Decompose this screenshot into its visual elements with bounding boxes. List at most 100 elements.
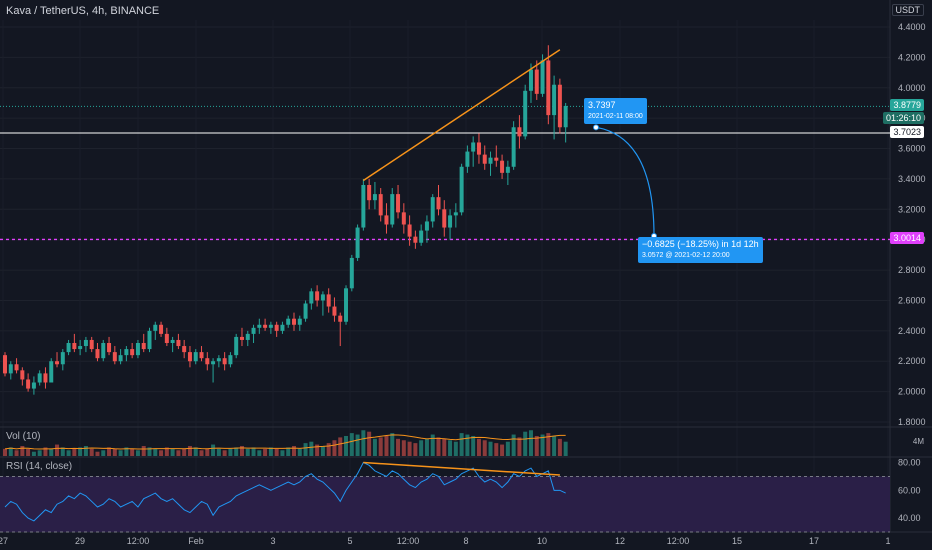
- candle-body: [43, 373, 47, 382]
- volume-bar: [3, 449, 7, 456]
- candle-body: [483, 155, 487, 164]
- candle-body: [390, 194, 394, 224]
- candle-body: [460, 167, 464, 213]
- price-tick-label: 2.2000: [898, 356, 926, 366]
- candle-body: [49, 361, 53, 382]
- price-tick-label: 2.4000: [898, 326, 926, 336]
- candle-body: [234, 337, 238, 355]
- volume-bar: [309, 442, 313, 456]
- candle-body: [367, 185, 371, 200]
- candle-body: [252, 328, 256, 334]
- volume-bar: [263, 449, 267, 456]
- volume-bar: [408, 442, 412, 456]
- volume-bar: [338, 437, 342, 456]
- candle-body: [159, 325, 163, 334]
- volume-bar: [72, 449, 76, 456]
- volume-bar: [15, 450, 19, 456]
- volume-bar: [182, 449, 186, 456]
- start-callout[interactable]: 3.7397 2021-02-11 08:00: [584, 98, 647, 124]
- time-tick-label: 27: [0, 536, 8, 546]
- candle-body: [269, 325, 273, 328]
- volume-bar: [280, 450, 284, 456]
- volume-bar: [38, 450, 42, 456]
- volume-bar: [275, 449, 279, 456]
- candle-body: [477, 142, 481, 154]
- candle-body: [425, 221, 429, 230]
- candle-body: [3, 355, 7, 373]
- volume-bar: [20, 446, 24, 456]
- volume-bar: [454, 442, 458, 456]
- volume-bar: [84, 446, 88, 456]
- candle-body: [95, 349, 99, 358]
- price-tick-label: 4.0000: [898, 83, 926, 93]
- candle-body: [67, 343, 71, 352]
- volume-bar: [512, 435, 516, 456]
- symbol-title[interactable]: Kava / TetherUS, 4h, BINANCE: [6, 5, 159, 17]
- candle-body: [26, 379, 30, 388]
- candle-body: [558, 85, 562, 128]
- volume-bar: [535, 436, 539, 456]
- volume-bar: [176, 450, 180, 456]
- candle-body: [309, 291, 313, 303]
- volume-bar: [101, 450, 105, 456]
- time-tick-label: 1: [885, 536, 890, 546]
- candle-body: [338, 316, 342, 322]
- volume-bar: [431, 435, 435, 456]
- time-tick-label: 10: [537, 536, 547, 546]
- price-tick-label: 2.0000: [898, 387, 926, 397]
- candle-body: [136, 343, 140, 355]
- candle-body: [361, 185, 365, 228]
- start-price-text: 3.7397: [588, 100, 643, 111]
- candle-body: [9, 364, 13, 373]
- volume-bar: [130, 449, 134, 456]
- volume-bar: [500, 445, 504, 456]
- candle-body: [165, 334, 169, 343]
- candle-body: [119, 355, 123, 361]
- candle-body: [182, 346, 186, 352]
- candle-body: [529, 70, 533, 91]
- line-price-tag: 3.7023: [890, 126, 924, 138]
- rsi-label: RSI (14, close): [6, 461, 72, 472]
- candle-body: [15, 364, 19, 370]
- candle-body: [535, 70, 539, 94]
- price-tick-label: 3.2000: [898, 204, 926, 214]
- candle-body: [327, 294, 331, 306]
- volume-bar: [200, 450, 204, 456]
- volume-bar: [142, 446, 146, 456]
- candle-body: [32, 383, 36, 389]
- volume-bar: [384, 436, 388, 456]
- candle-body: [494, 158, 498, 161]
- volume-bar: [188, 446, 192, 456]
- projection-start-point: [594, 125, 599, 130]
- measure-main-text: −0.6825 (−18.25%) in 1d 12h: [642, 239, 759, 250]
- candle-body: [90, 340, 94, 349]
- price-tick-label: 4.2000: [898, 52, 926, 62]
- candle-body: [246, 334, 250, 340]
- time-tick-label: Feb: [188, 536, 204, 546]
- volume-bar: [361, 430, 365, 456]
- candle-body: [55, 361, 59, 364]
- candle-body: [552, 85, 556, 115]
- time-tick-label: 12:00: [127, 536, 150, 546]
- candle-body: [564, 106, 568, 127]
- volume-bar: [55, 445, 59, 456]
- volume-bar: [90, 449, 94, 456]
- candle-body: [321, 294, 325, 300]
- volume-bar: [402, 440, 406, 456]
- volume-bar: [367, 432, 371, 456]
- candle-body: [148, 331, 152, 349]
- volume-bar: [483, 440, 487, 456]
- volume-bar: [32, 452, 36, 456]
- volume-ma-line: [5, 435, 566, 449]
- volume-bar: [332, 440, 336, 456]
- volume-bar: [552, 436, 556, 456]
- candle-body: [413, 237, 417, 243]
- candle-body: [78, 346, 82, 349]
- measure-callout[interactable]: −0.6825 (−18.25%) in 1d 12h 3.0572 @ 202…: [638, 237, 763, 263]
- currency-badge[interactable]: USDT: [892, 4, 925, 16]
- rsi-tick-label: 60.00: [898, 485, 921, 495]
- candle-body: [286, 319, 290, 325]
- candle-body: [454, 212, 458, 215]
- volume-bar: [379, 437, 383, 456]
